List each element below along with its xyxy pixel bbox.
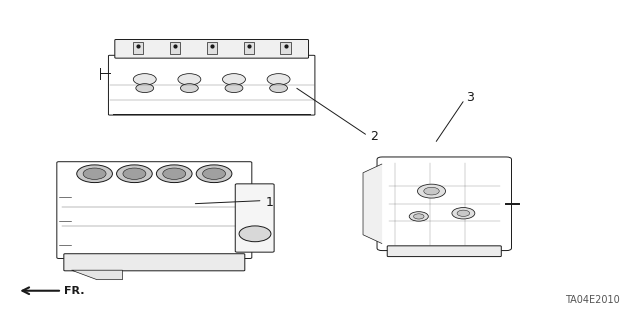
Text: 1: 1 [266, 196, 274, 209]
Bar [170, 42, 180, 54]
Circle shape [83, 168, 106, 179]
Circle shape [203, 168, 225, 179]
Circle shape [424, 187, 439, 195]
Circle shape [417, 184, 445, 198]
Bar [132, 42, 143, 54]
FancyBboxPatch shape [236, 184, 274, 252]
Polygon shape [72, 270, 122, 280]
Circle shape [136, 84, 154, 93]
Circle shape [156, 165, 192, 182]
Circle shape [239, 226, 271, 242]
Bar [280, 42, 291, 54]
Circle shape [178, 74, 201, 85]
Bar [244, 42, 253, 54]
Circle shape [452, 208, 475, 219]
Circle shape [163, 168, 186, 179]
FancyBboxPatch shape [387, 246, 501, 256]
Bar [207, 42, 217, 54]
Text: 3: 3 [467, 91, 474, 104]
FancyBboxPatch shape [57, 162, 252, 258]
Circle shape [269, 84, 287, 93]
Polygon shape [363, 164, 382, 244]
Circle shape [123, 168, 146, 179]
Circle shape [180, 84, 198, 93]
Circle shape [133, 74, 156, 85]
Circle shape [77, 165, 113, 182]
Circle shape [457, 210, 470, 216]
Text: FR.: FR. [64, 286, 84, 296]
Circle shape [196, 165, 232, 182]
FancyBboxPatch shape [115, 40, 308, 58]
FancyBboxPatch shape [64, 254, 245, 271]
Circle shape [413, 214, 424, 219]
FancyBboxPatch shape [377, 157, 511, 250]
Text: TA04E2010: TA04E2010 [564, 295, 620, 305]
FancyBboxPatch shape [108, 55, 315, 115]
Circle shape [116, 165, 152, 182]
Circle shape [223, 74, 246, 85]
Circle shape [267, 74, 290, 85]
Text: 2: 2 [370, 130, 378, 143]
Circle shape [409, 212, 428, 221]
Circle shape [225, 84, 243, 93]
